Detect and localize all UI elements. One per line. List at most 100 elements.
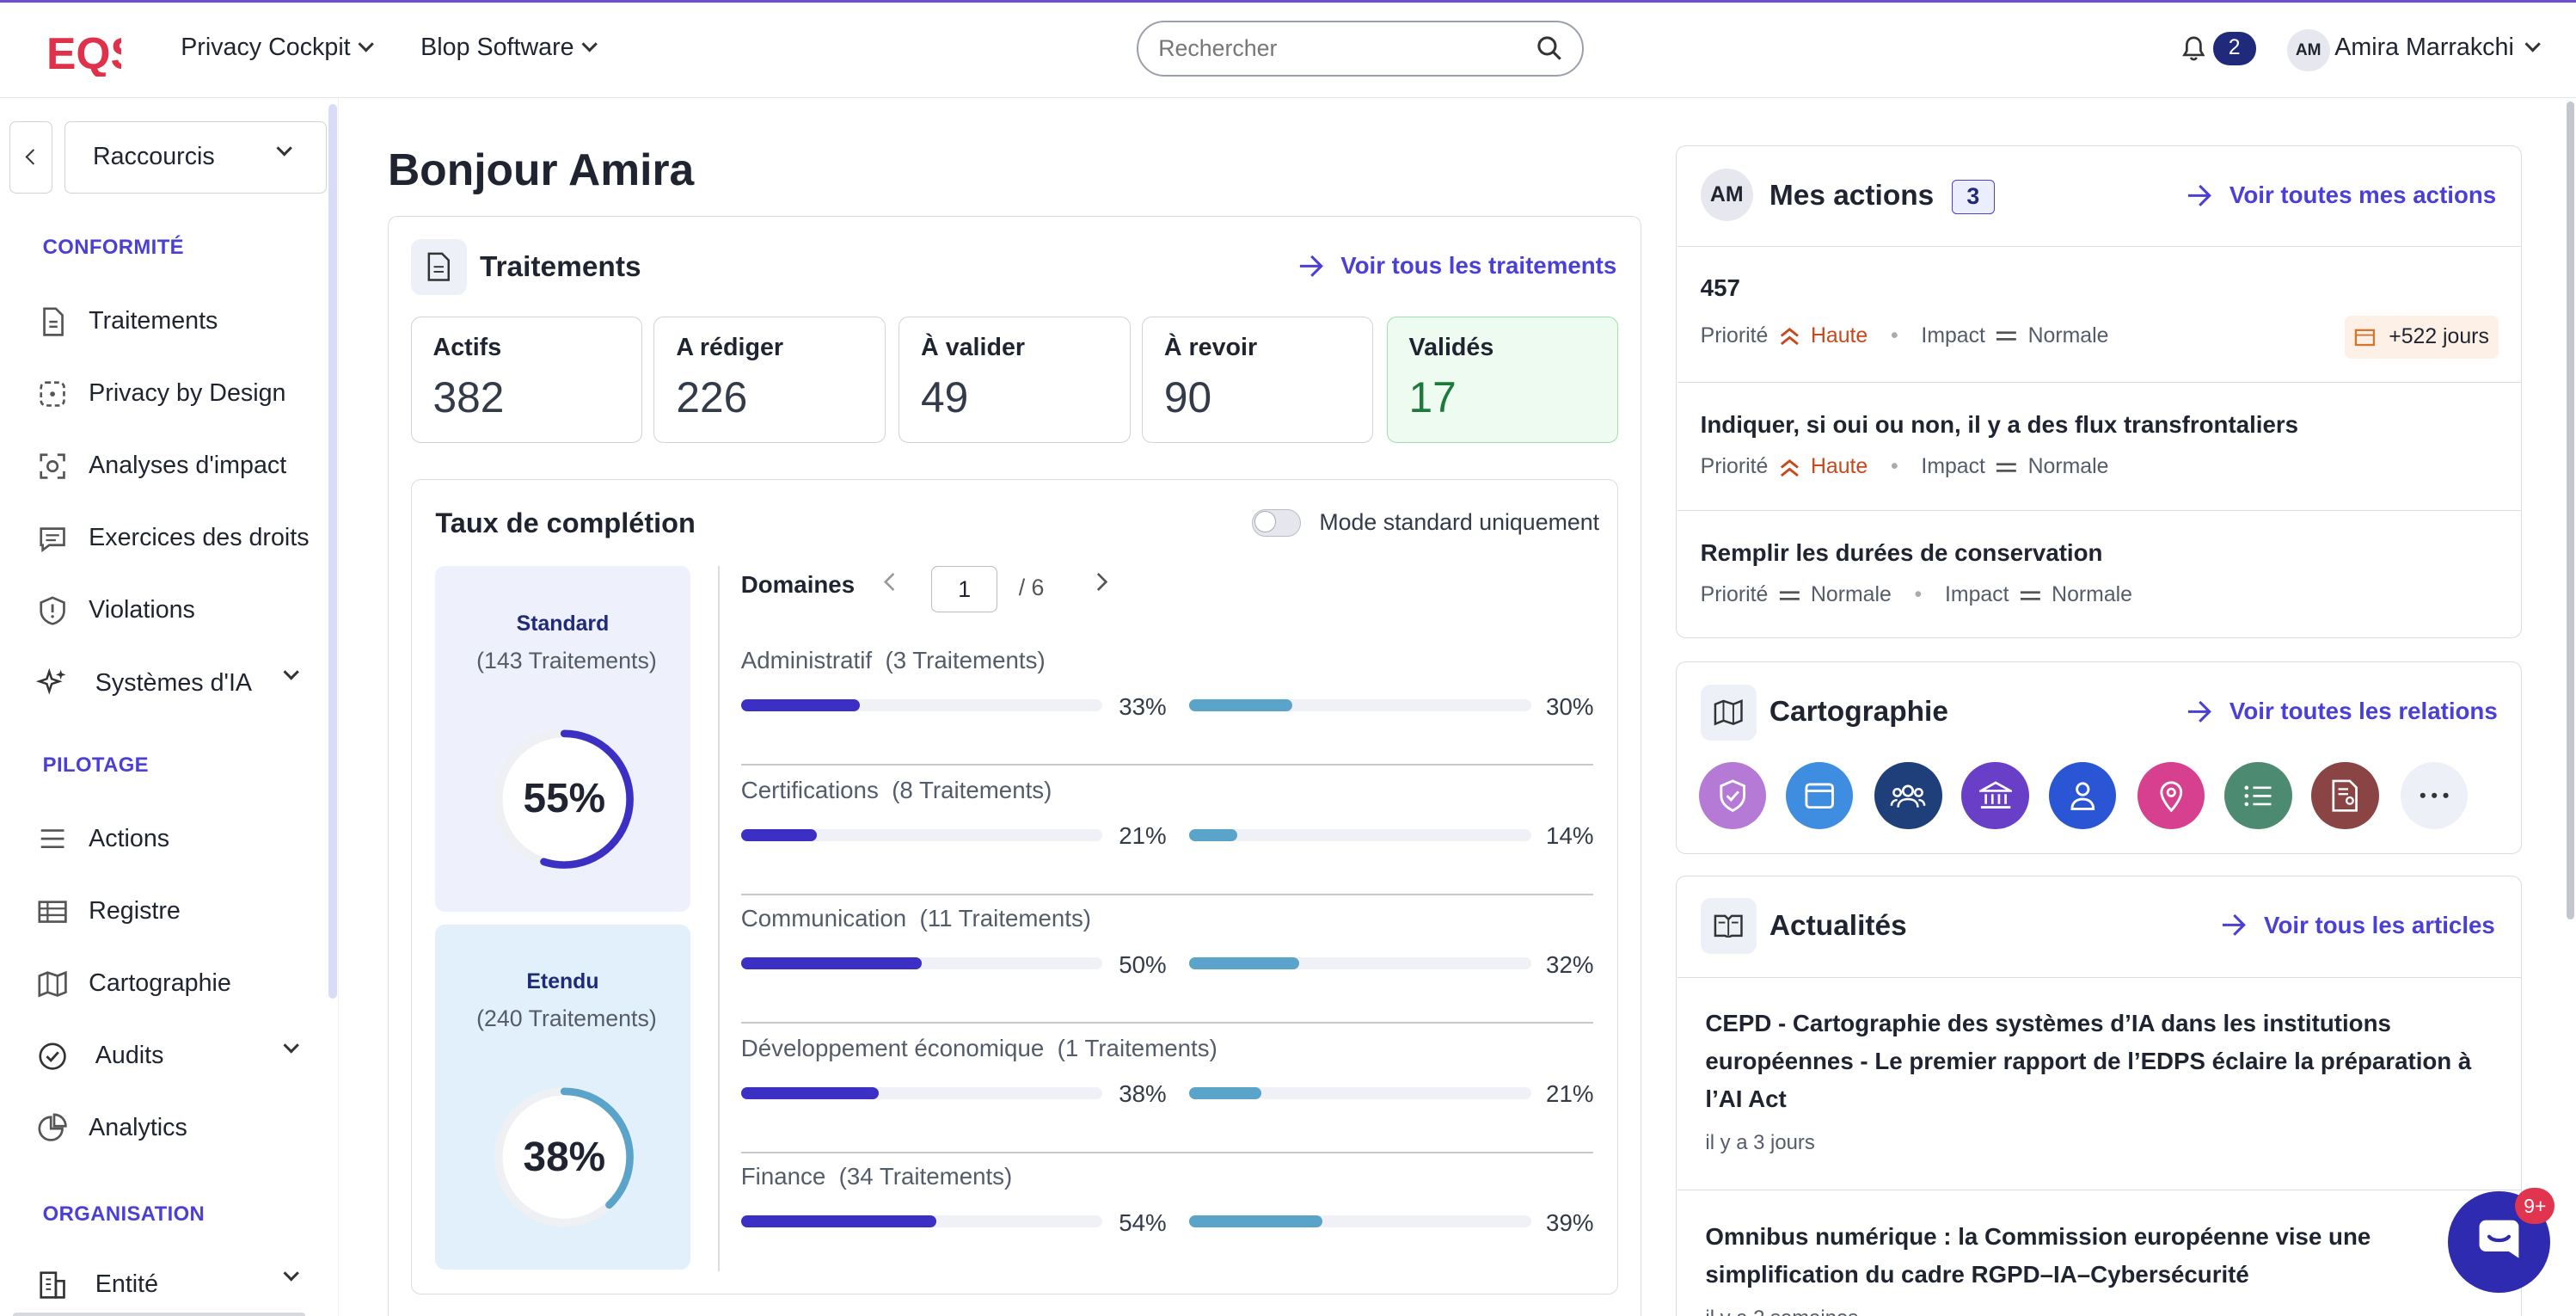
nav-privacy-cockpit[interactable]: Privacy Cockpit bbox=[181, 34, 375, 62]
stat-a-rediger[interactable]: A rédiger 226 bbox=[653, 316, 886, 444]
standard-mode-toggle[interactable] bbox=[1252, 508, 1302, 537]
arrow-right-icon bbox=[1299, 255, 1323, 277]
page-scrollbar[interactable] bbox=[2566, 101, 2575, 920]
domain-row[interactable]: Développement économique (1 Traitements)… bbox=[740, 1025, 1594, 1153]
standard-percent: 50% bbox=[1119, 950, 1167, 978]
help-chat-button[interactable] bbox=[2448, 1190, 2550, 1293]
domain-count: (8 Traitements) bbox=[892, 776, 1052, 803]
stat-label: À revoir bbox=[1163, 334, 1258, 362]
equals-icon bbox=[2020, 591, 2040, 600]
page-title: Bonjour Amira bbox=[387, 145, 695, 195]
column-divider bbox=[718, 566, 720, 1272]
sidebar-item-label: Cartographie bbox=[89, 969, 231, 998]
document-user-icon[interactable] bbox=[2311, 761, 2379, 830]
group-icon[interactable] bbox=[1874, 761, 1942, 830]
view-all-traitements-link[interactable]: Voir tous les traitements bbox=[1298, 252, 1616, 280]
standard-percent: 38% bbox=[1119, 1080, 1167, 1108]
sidebar-item-analyses-impact[interactable]: Analyses d'impact bbox=[36, 440, 286, 492]
impact-label: Impact bbox=[1921, 455, 1985, 479]
domain-row[interactable]: Finance (34 Traitements) 54% 39% bbox=[740, 1153, 1593, 1282]
sidebar-item-analytics[interactable]: Analytics bbox=[36, 1102, 187, 1154]
sidebar-item-label: Privacy by Design bbox=[89, 379, 286, 408]
news-item[interactable]: Omnibus numérique : la Commission europé… bbox=[1677, 1189, 2523, 1316]
chevron-down-icon bbox=[2524, 36, 2542, 53]
avatar[interactable]: AM bbox=[2286, 28, 2330, 72]
sidebar-item-registre[interactable]: Registre bbox=[36, 885, 181, 938]
focus-icon bbox=[40, 453, 65, 479]
sidebar-scrollbar[interactable] bbox=[328, 104, 337, 999]
prev-page-button[interactable] bbox=[882, 571, 897, 598]
news-item[interactable]: CEPD - Cartographie des systèmes d’IA da… bbox=[1677, 977, 2523, 1190]
sidebar-item-systemes-ia[interactable]: Systèmes d'IA bbox=[36, 656, 300, 709]
search-icon[interactable] bbox=[1536, 35, 1563, 62]
location-pin-icon[interactable] bbox=[2137, 761, 2205, 830]
due-date-badge: +522 jours bbox=[2344, 316, 2499, 359]
sidebar-item-label: Registre bbox=[89, 897, 181, 926]
sidebar-item-privacy-by-design[interactable]: Privacy by Design bbox=[36, 367, 286, 420]
bell-icon[interactable] bbox=[2181, 35, 2205, 62]
chevron-left-icon bbox=[25, 149, 42, 166]
etendu-progress-ring bbox=[494, 1087, 635, 1227]
stat-actifs[interactable]: Actifs 382 bbox=[410, 316, 643, 444]
sidebar-item-audits[interactable]: Audits bbox=[36, 1030, 300, 1082]
standard-bar-fill bbox=[740, 957, 922, 969]
chevron-down-icon bbox=[283, 664, 300, 681]
arrow-right-icon bbox=[2188, 184, 2212, 206]
stat-label: A rédiger bbox=[676, 334, 784, 362]
sidebar-item-violations[interactable]: Violations bbox=[36, 584, 195, 636]
action-title: Remplir les durées de conservation bbox=[1700, 538, 2103, 566]
domain-row[interactable]: Administratif (3 Traitements) 33% 30% bbox=[740, 637, 1594, 766]
action-title: 457 bbox=[1700, 274, 1740, 302]
domain-row[interactable]: Certifications (8 Traitements) 21% 14% bbox=[740, 767, 1594, 895]
domain-row[interactable]: Communication (11 Traitements) 50% 32% bbox=[740, 895, 1594, 1024]
shield-check-icon[interactable] bbox=[1698, 761, 1767, 830]
chevron-down-icon bbox=[358, 36, 375, 53]
extended-bar bbox=[1189, 699, 1531, 711]
sidebar-item-entite[interactable]: Entité bbox=[36, 1258, 300, 1311]
stat-a-valider[interactable]: À valider 49 bbox=[899, 316, 1131, 444]
user-menu[interactable]: Amira Marrakchi bbox=[2334, 34, 2542, 62]
news-title: Omnibus numérique : la Commission europé… bbox=[1705, 1223, 2371, 1288]
collapse-sidebar-button[interactable] bbox=[9, 120, 53, 194]
action-item[interactable]: 457 Priorité Haute • Impact Normale +522… bbox=[1677, 245, 2523, 383]
sidebar-item-exercices-droits[interactable]: Exercices des droits bbox=[36, 512, 310, 564]
window-icon[interactable] bbox=[1786, 761, 1854, 830]
stat-a-revoir[interactable]: À revoir 90 bbox=[1142, 316, 1374, 444]
stat-value: 17 bbox=[1408, 372, 1457, 421]
view-all-articles-link[interactable]: Voir tous les articles bbox=[2221, 912, 2495, 939]
domain-label: Développement économique bbox=[740, 1034, 1045, 1061]
more-icon[interactable] bbox=[2400, 761, 2468, 830]
view-all-relations-link[interactable]: Voir toutes les relations bbox=[2187, 698, 2498, 725]
building-icon bbox=[40, 1271, 65, 1300]
sidebar-horizontal-scrollbar[interactable] bbox=[13, 1312, 306, 1316]
view-all-actions-link[interactable]: Voir toutes mes actions bbox=[2187, 181, 2496, 209]
extended-percent: 21% bbox=[1546, 1080, 1594, 1108]
bank-icon[interactable] bbox=[1961, 761, 2029, 830]
search-box[interactable] bbox=[1137, 21, 1584, 77]
impact-value: Normale bbox=[2027, 455, 2109, 479]
extended-percent: 14% bbox=[1546, 822, 1594, 850]
separator-dot: • bbox=[1890, 455, 1898, 479]
separator-dot: • bbox=[1890, 323, 1898, 347]
page-input[interactable]: 1 bbox=[931, 566, 997, 612]
stat-valides[interactable]: Validés 17 bbox=[1386, 316, 1619, 444]
eqs-logo[interactable]: EQS bbox=[46, 28, 122, 77]
standard-title: Standard bbox=[516, 612, 610, 636]
sidebar-item-actions[interactable]: Actions bbox=[36, 813, 169, 865]
shortcuts-dropdown[interactable]: Raccourcis bbox=[64, 120, 328, 194]
action-item[interactable]: Indiquer, si oui ou non, il y a des flux… bbox=[1677, 382, 2523, 510]
news-title: CEPD - Cartographie des systèmes d’IA da… bbox=[1705, 1009, 2472, 1112]
actions-card bbox=[1676, 145, 2523, 639]
chevron-down-icon bbox=[276, 140, 292, 157]
search-input[interactable] bbox=[1158, 34, 1536, 62]
nav-blop-software[interactable]: Blop Software bbox=[420, 34, 598, 62]
traitements-title: Traitements bbox=[479, 250, 641, 283]
user-icon[interactable] bbox=[2048, 761, 2117, 830]
list-icon[interactable] bbox=[2224, 761, 2292, 830]
extended-bar-fill bbox=[1189, 1215, 1323, 1227]
sidebar-item-traitements[interactable]: Traitements bbox=[36, 295, 218, 347]
action-item[interactable]: Remplir les durées de conservation Prior… bbox=[1677, 510, 2523, 636]
next-page-button[interactable] bbox=[1095, 571, 1109, 598]
extended-bar-fill bbox=[1189, 957, 1299, 969]
sidebar-item-cartographie[interactable]: Cartographie bbox=[36, 957, 231, 1010]
